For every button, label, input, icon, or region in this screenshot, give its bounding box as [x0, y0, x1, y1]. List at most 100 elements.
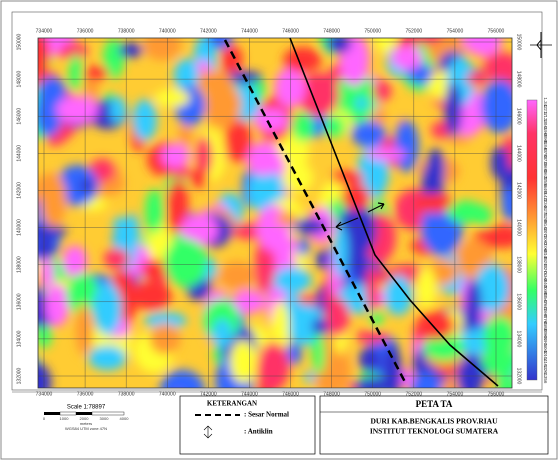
x-label: 756000: [488, 28, 505, 34]
blob: [384, 275, 413, 316]
blob: [79, 179, 94, 192]
x-label: 744000: [241, 391, 258, 397]
title-line: INSTITUT TEKNOLOGI SUMATERA: [370, 427, 499, 436]
blob: [351, 121, 387, 148]
blob: [414, 193, 455, 213]
blob: [474, 264, 510, 313]
blob: [358, 346, 381, 373]
blob: [56, 164, 99, 206]
x-label: 738000: [118, 391, 135, 397]
x-label: 748000: [323, 28, 340, 34]
y-label: 134000: [516, 331, 522, 348]
colorbar-label: 0.274: [543, 206, 548, 218]
legend-anticline-symbol: [203, 425, 213, 439]
blob: [501, 186, 512, 222]
blob: [399, 368, 414, 388]
blob: [75, 303, 93, 356]
blob: [109, 96, 127, 124]
colorbar-label: 1.123: [543, 112, 548, 124]
y-label: 144000: [16, 145, 22, 162]
north-arrow: [530, 32, 552, 58]
x-label: 752000: [405, 28, 422, 34]
blob: [45, 283, 69, 327]
title-line: DURI KAB.BENGKALIS PROV.RIAU: [371, 417, 499, 426]
blob: [38, 240, 41, 271]
x-label: 734000: [36, 28, 53, 34]
colorbar-label: -0.210: [543, 255, 548, 268]
y-label: 140000: [516, 219, 522, 236]
colorbar-label: -1.356: [543, 371, 548, 384]
blob: [354, 377, 394, 388]
colorbar-label: -0.420: [543, 277, 548, 290]
blob: [83, 65, 109, 80]
colorbar-label: 1.041: [543, 119, 548, 131]
blob: [38, 361, 52, 388]
blob: [190, 167, 208, 189]
blob: [483, 316, 512, 358]
colorbar-label: 0.783: [543, 148, 548, 160]
blob: [38, 325, 52, 349]
raster-border: [37, 37, 513, 389]
blob: [465, 72, 489, 86]
blob: [144, 312, 187, 329]
y-label: 146000: [516, 108, 522, 125]
x-label: 746000: [282, 391, 299, 397]
blob: [59, 42, 88, 60]
colorbar-label: -0.547: [543, 291, 548, 304]
blob: [325, 38, 352, 54]
blob: [426, 148, 445, 192]
y-label: 144000: [516, 145, 522, 162]
blob: [490, 145, 509, 180]
blob: [297, 237, 310, 256]
blob: [88, 345, 127, 371]
title: PETA TA: [416, 399, 453, 409]
blob: [271, 301, 290, 354]
y-label: 150000: [16, 33, 22, 50]
y-label: 148000: [516, 71, 522, 88]
blob: [131, 280, 172, 311]
anticline: [289, 37, 499, 387]
colorbar-label: 0.968: [543, 126, 548, 138]
blob: [246, 141, 282, 176]
blob: [62, 245, 88, 278]
x-label: 754000: [447, 28, 464, 34]
blob: [326, 298, 350, 337]
blob: [166, 179, 189, 227]
blob: [254, 238, 276, 294]
blob: [391, 45, 423, 70]
colorbar-label: 0.840: [543, 141, 548, 153]
scale-tick: 3000: [100, 416, 110, 421]
colorbar-label: 0.346: [543, 198, 548, 210]
blob: [312, 329, 326, 375]
colorbar-label: 1.342: [543, 97, 548, 109]
grid: [38, 38, 512, 388]
scale-tick: 4000: [120, 416, 130, 421]
colorbar-label: 0.622: [543, 169, 548, 181]
blob: [355, 96, 368, 111]
blob: [273, 267, 312, 294]
x-label: 752000: [405, 391, 422, 397]
legend-title: KETERANGAN: [207, 400, 257, 408]
blob: [382, 344, 403, 388]
blob: [103, 248, 130, 269]
blob: [444, 82, 462, 137]
colorbar-label: -0.483: [543, 284, 548, 297]
blob: [410, 371, 442, 388]
blob: [144, 188, 164, 234]
colorbar-label: -0.068: [543, 241, 548, 254]
blob: [213, 318, 232, 349]
scale-datum: WGS84 UTM zone 47N: [65, 426, 107, 431]
blob: [282, 162, 314, 193]
blob: [218, 261, 256, 291]
blob: [38, 181, 65, 194]
blob: [465, 279, 482, 330]
blob: [160, 376, 179, 388]
blob: [331, 170, 364, 185]
colorbar-label: -0.622: [543, 299, 548, 312]
y-label: 150000: [516, 34, 522, 51]
blob: [173, 58, 199, 93]
colorbar-label: -1.261: [543, 363, 548, 376]
anomaly-raster: [38, 38, 512, 388]
